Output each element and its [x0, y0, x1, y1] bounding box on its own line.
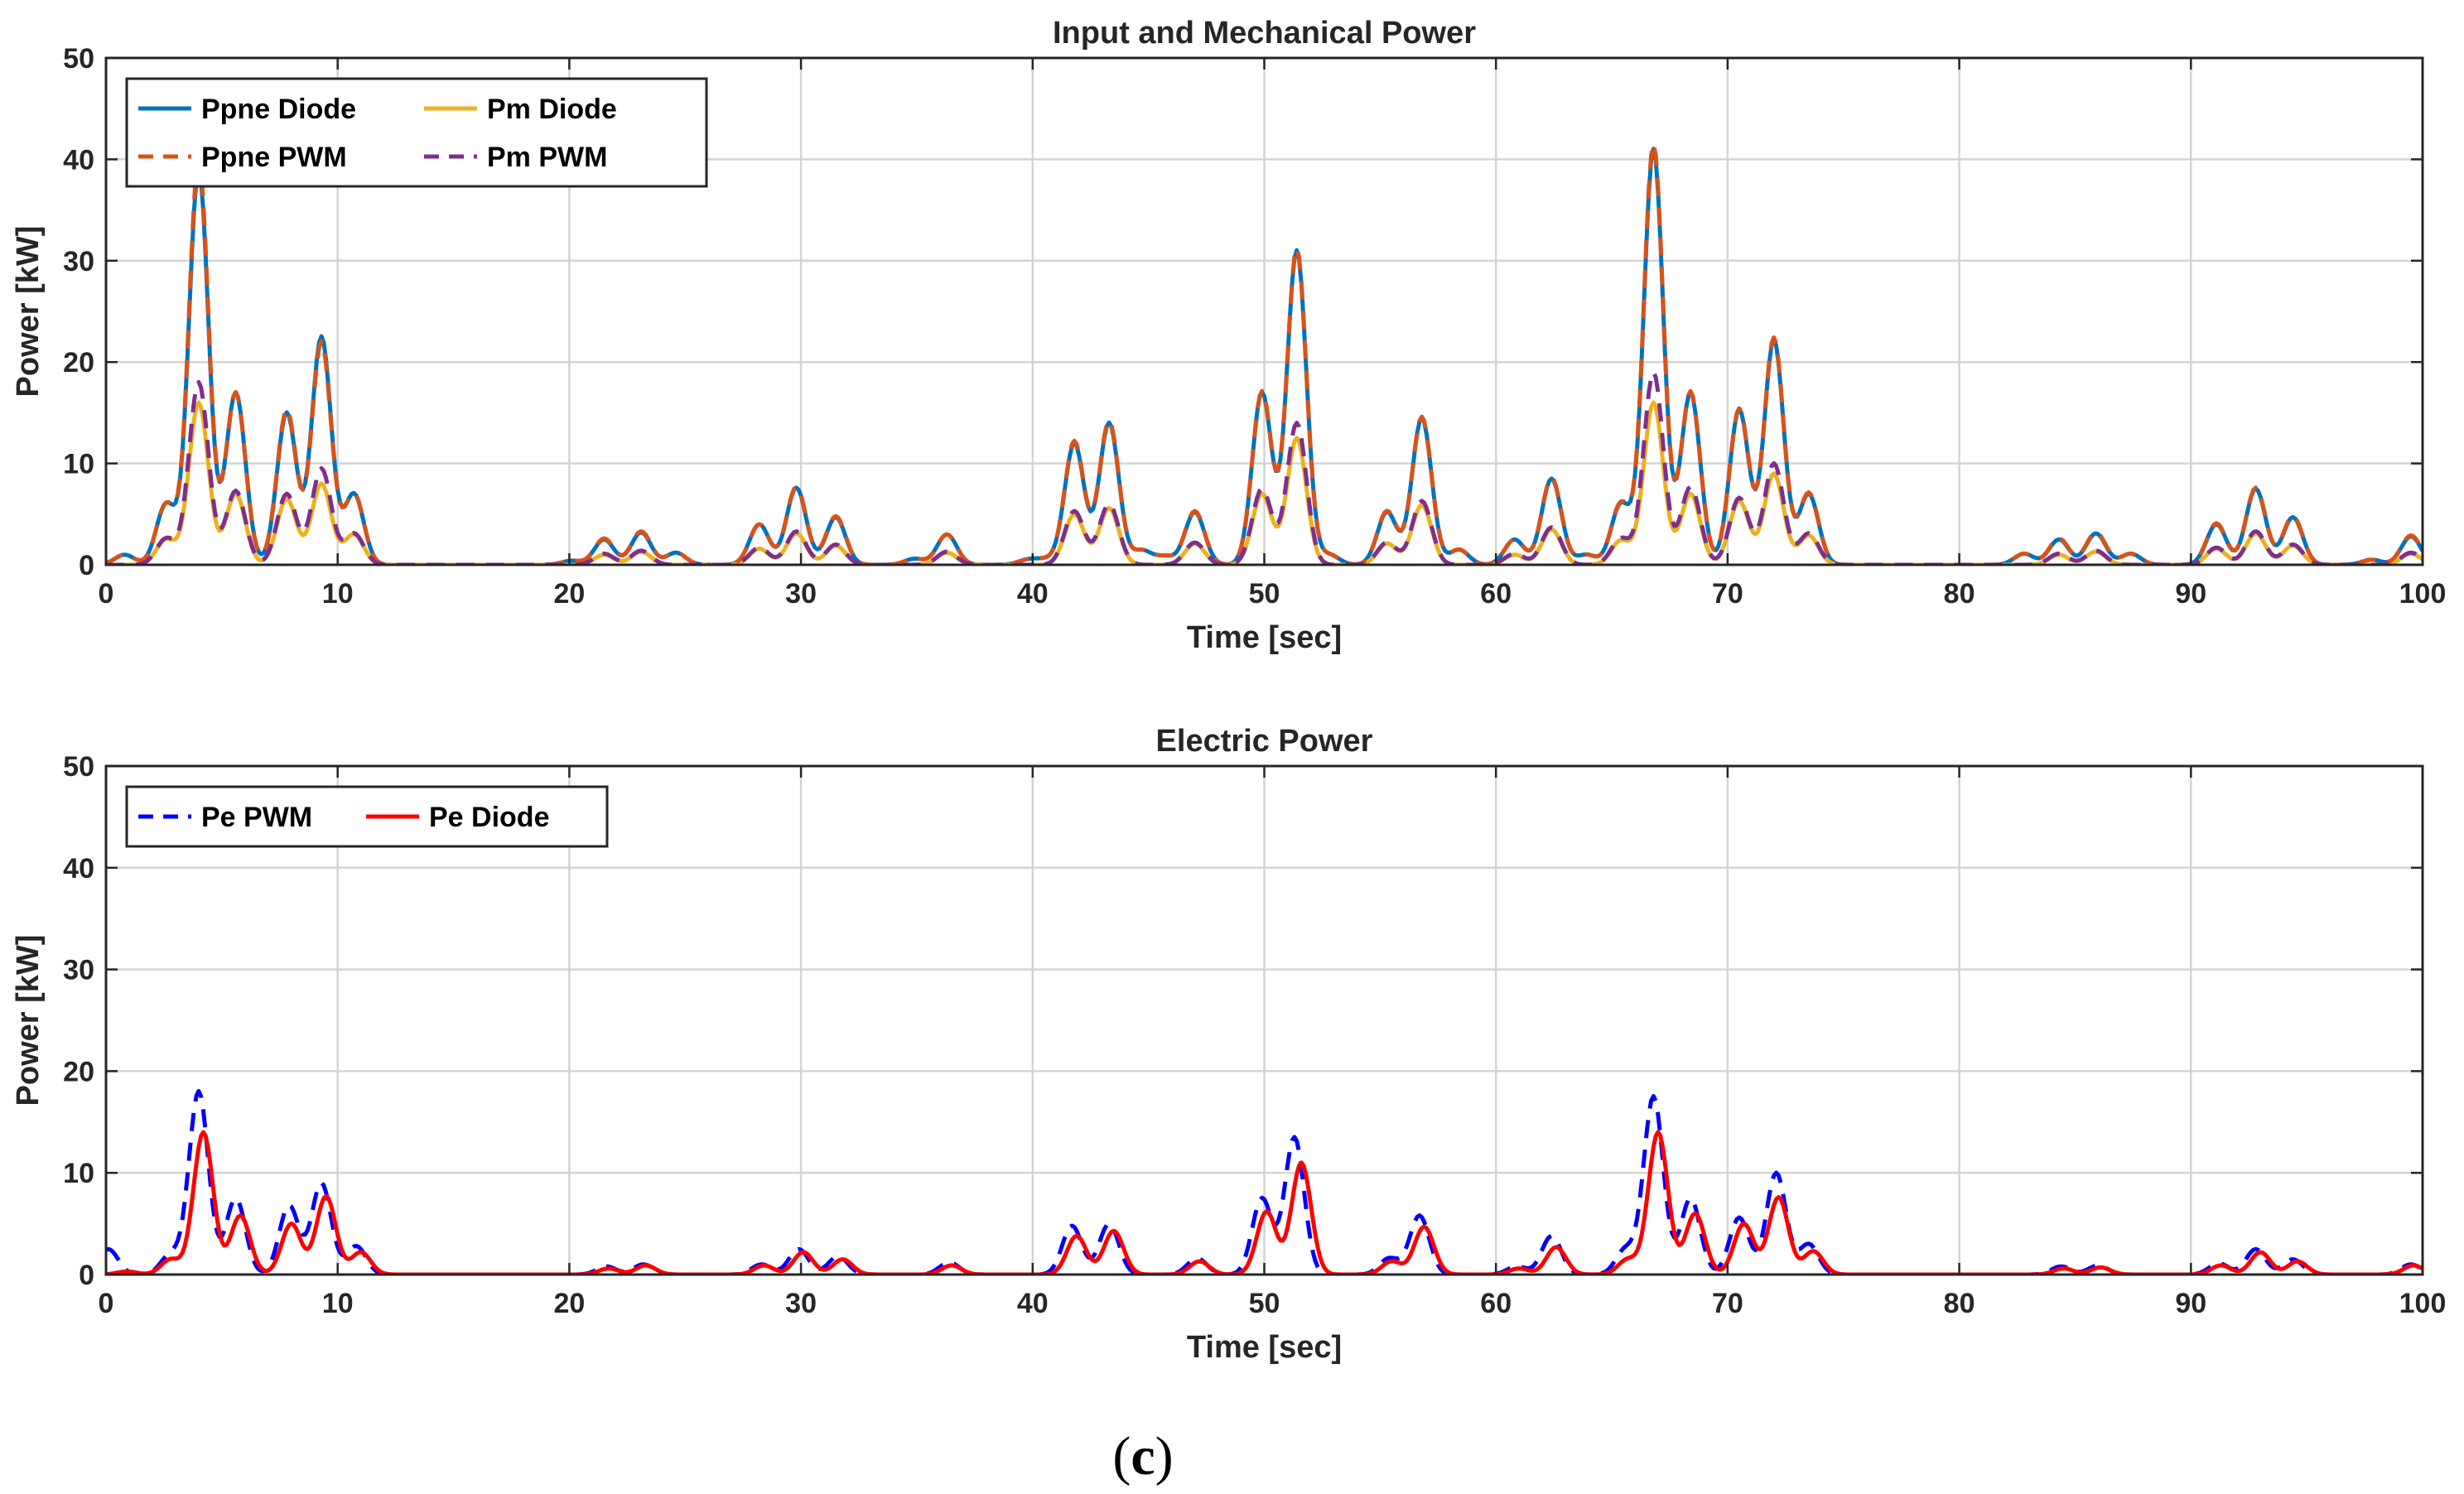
y-tick-label: 0 — [79, 1260, 94, 1291]
legend-label-pe-diode: Pe Diode — [429, 802, 549, 833]
y-tick-label: 40 — [63, 144, 94, 176]
x-tick-label: 20 — [553, 578, 585, 610]
y-axis-label: Power [kW] — [11, 226, 46, 398]
x-axis-label: Time [sec] — [1187, 620, 1342, 655]
x-tick-label: 50 — [1249, 578, 1280, 610]
x-tick-label: 70 — [1712, 1288, 1743, 1319]
x-tick-label: 10 — [322, 578, 354, 610]
x-tick-label: 80 — [1944, 578, 1975, 610]
legend-label-pm-diode: Pm Diode — [487, 94, 617, 125]
y-tick-label: 50 — [63, 751, 94, 783]
caption-open: ( — [1112, 1426, 1131, 1487]
x-tick-label: 60 — [1480, 1288, 1512, 1319]
y-tick-label: 0 — [79, 550, 94, 581]
x-tick-label: 80 — [1944, 1288, 1975, 1319]
chart-title: Input and Mechanical Power — [1053, 16, 1476, 51]
x-tick-label: 60 — [1480, 578, 1512, 610]
y-tick-label: 50 — [63, 43, 94, 75]
y-tick-label: 20 — [63, 1056, 94, 1087]
y-tick-label: 10 — [63, 449, 94, 480]
legend: Pe PWM Pe Diode — [125, 785, 609, 848]
input-mechanical-power-chart: 0 10 20 30 40 50 60 70 80 90 100 0 10 20 30 40 50 Input a… — [11, 16, 2446, 655]
y-tick-label: 20 — [63, 347, 94, 378]
x-tick-label: 100 — [2399, 578, 2447, 610]
legend-label-ppne-pwm: Ppne PWM — [201, 142, 347, 173]
x-tick-label: 20 — [553, 1288, 585, 1319]
y-tick-label: 40 — [63, 853, 94, 884]
x-tick-label: 90 — [2175, 1288, 2206, 1319]
caption-letter: c — [1131, 1426, 1155, 1487]
x-tick-label: 0 — [99, 1288, 114, 1319]
electric-power-chart: 0 10 20 30 40 50 60 70 80 90 100 0 10 20 30 40 50 Electri… — [11, 724, 2446, 1365]
y-tick-label: 10 — [63, 1158, 94, 1189]
x-tick-label: 100 — [2399, 1288, 2447, 1319]
y-tick-label: 30 — [63, 955, 94, 986]
x-tick-label: 90 — [2175, 578, 2206, 610]
caption-close: ) — [1155, 1426, 1174, 1487]
x-tick-label: 70 — [1712, 578, 1743, 610]
legend-label-pe-pwm: Pe PWM — [201, 802, 312, 833]
x-axis-label: Time [sec] — [1187, 1330, 1342, 1365]
y-axis-label: Power [kW] — [11, 935, 46, 1106]
x-tick-label: 30 — [785, 578, 817, 610]
figure-caption: (c) — [1112, 1426, 1173, 1487]
legend-label-ppne-diode: Ppne Diode — [201, 94, 356, 125]
legend: Ppne Diode Pm Diode Ppne PWM Pm PWM — [125, 77, 708, 188]
legend-label-pm-pwm: Pm PWM — [487, 142, 607, 173]
x-tick-label: 50 — [1249, 1288, 1280, 1319]
x-tick-label: 10 — [322, 1288, 354, 1319]
chart-title: Electric Power — [1156, 724, 1373, 759]
x-tick-label: 40 — [1017, 1288, 1049, 1319]
y-tick-label: 30 — [63, 246, 94, 277]
x-tick-label: 0 — [99, 578, 114, 610]
series-line-ppne-diode — [106, 147, 2423, 565]
x-tick-label: 40 — [1017, 578, 1049, 610]
legend-box — [125, 77, 708, 188]
x-tick-label: 30 — [785, 1288, 817, 1319]
